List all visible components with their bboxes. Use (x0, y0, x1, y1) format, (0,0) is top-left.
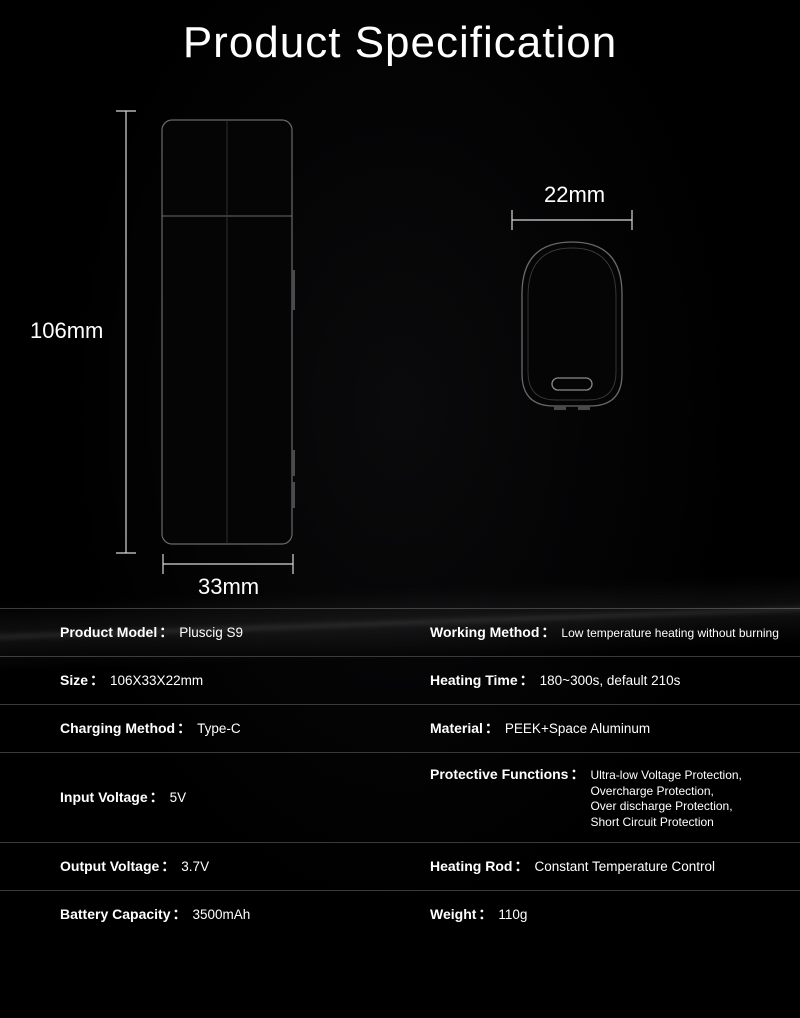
spec-row: Charging Method：Type-CMaterial：PEEK+Spac… (0, 704, 800, 752)
spec-value: Ultra-low Voltage Protection, Overcharge… (590, 768, 741, 830)
spec-row: Battery Capacity：3500mAhWeight：110g (0, 890, 800, 938)
spec-label: Output Voltage (60, 857, 159, 876)
colon: ： (161, 857, 175, 876)
spec-label: Product Model (60, 623, 157, 642)
colon: ： (159, 623, 173, 642)
depth-guide (508, 210, 636, 230)
spec-table: Product Model：Pluscig S9Working Method：L… (0, 608, 800, 938)
spec-label: Charging Method (60, 719, 175, 738)
spec-value: 3500mAh (193, 906, 251, 924)
height-label: 106mm (30, 318, 103, 344)
colon: ： (541, 623, 555, 642)
spec-cell-right: Weight： 110g (410, 905, 800, 924)
spec-value: Constant Temperature Control (534, 858, 715, 876)
spec-row: Output Voltage：3.7VHeating Rod：Constant … (0, 842, 800, 890)
spec-label: Heating Time (430, 671, 518, 690)
spec-value: 5V (170, 789, 187, 807)
colon: ： (514, 857, 528, 876)
colon: ： (478, 905, 492, 924)
spec-label: Size (60, 671, 88, 690)
spec-value: PEEK+Space Aluminum (505, 720, 650, 738)
colon: ： (90, 671, 104, 690)
width-guide (158, 554, 298, 574)
dimension-diagram: 106mm 33mm 22mm (0, 78, 800, 608)
product-side-view (506, 236, 638, 426)
spec-label: Input Voltage (60, 788, 148, 807)
spec-cell-right: Protective Functions： Ultra-low Voltage P… (410, 765, 800, 830)
spec-cell-left: Output Voltage： 3.7V (0, 857, 410, 876)
page-title: Product Specification (0, 18, 800, 68)
spec-label: Material (430, 719, 483, 738)
spec-cell-left: Size： 106X33X22mm (0, 671, 410, 690)
spec-value: 106X33X22mm (110, 672, 203, 690)
spec-cell-left: Charging Method： Type-C (0, 719, 410, 738)
spec-cell-right: Material： PEEK+Space Aluminum (410, 719, 800, 738)
spec-cell-left: Input Voltage： 5V (0, 788, 410, 807)
colon: ： (150, 788, 164, 807)
colon: ： (520, 671, 534, 690)
spec-label: Heating Rod (430, 857, 512, 876)
spec-row: Input Voltage：5VProtective Functions：Ult… (0, 752, 800, 842)
colon: ： (570, 765, 584, 784)
depth-label: 22mm (544, 182, 605, 208)
colon: ： (485, 719, 499, 738)
spec-value: 3.7V (181, 858, 209, 876)
width-label: 33mm (198, 574, 259, 600)
colon: ： (173, 905, 187, 924)
spec-cell-right: Working Method： Low temperature heating w… (410, 623, 800, 642)
spec-value: Low temperature heating without burning (561, 626, 778, 642)
spec-value: Pluscig S9 (179, 624, 243, 642)
spec-cell-left: Battery Capacity： 3500mAh (0, 905, 410, 924)
spec-cell-left: Product Model： Pluscig S9 (0, 623, 410, 642)
spec-row: Product Model：Pluscig S9Working Method：L… (0, 608, 800, 656)
product-front-view (158, 110, 298, 554)
spec-value: Type-C (197, 720, 241, 738)
spec-label: Working Method (430, 623, 539, 642)
spec-cell-right: Heating Rod： Constant Temperature Control (410, 857, 800, 876)
spec-value: 110g (498, 906, 527, 924)
spec-label: Battery Capacity (60, 905, 171, 924)
spec-row: Size：106X33X22mmHeating Time：180~300s, d… (0, 656, 800, 704)
colon: ： (177, 719, 191, 738)
spec-label: Weight (430, 905, 476, 924)
spec-label: Protective Functions (430, 765, 568, 784)
spec-cell-right: Heating Time： 180~300s, default 210s (410, 671, 800, 690)
spec-value: 180~300s, default 210s (540, 672, 681, 690)
height-guide (116, 110, 136, 554)
